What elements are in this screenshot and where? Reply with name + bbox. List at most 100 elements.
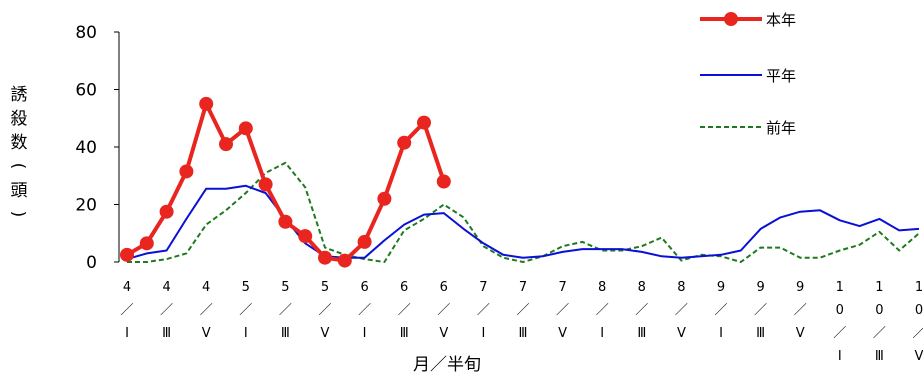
data-point (278, 214, 293, 229)
data-point (219, 137, 233, 152)
x-tick-label: 1 (915, 280, 923, 295)
x-tick-label: 4 (123, 280, 131, 295)
x-tick-label: ／ (873, 326, 886, 341)
x-tick-label: 4 (162, 280, 170, 295)
x-tick-label: ／ (556, 303, 569, 318)
x-tick-label: ／ (358, 303, 371, 318)
data-point (120, 247, 134, 262)
y-tick-label: 60 (75, 81, 97, 101)
y-tick-label: 20 (75, 196, 97, 216)
x-tick-label: ／ (754, 303, 767, 318)
x-tick-label: Ⅰ (719, 326, 723, 341)
series-line-2 (126, 184, 920, 261)
y-axis-title-char: 頭 (11, 181, 28, 201)
x-tick-label: ／ (635, 303, 648, 318)
axis-titles: 月／半旬 (413, 355, 481, 375)
legend-label: 平年 (766, 67, 796, 85)
x-tick-label: ／ (279, 303, 292, 318)
x-tick-label: 7 (479, 280, 487, 295)
y-axis-title-char: 数 (11, 133, 28, 153)
x-tick-label: 5 (281, 280, 289, 295)
x-tick-label: ／ (794, 303, 807, 318)
legend-label: 前年 (766, 119, 796, 137)
x-tick-label: ／ (437, 303, 450, 318)
x-tick-label: Ⅰ (125, 326, 129, 341)
data-point (298, 229, 313, 244)
x-tick-label: Ⅴ (796, 326, 805, 341)
x-tick-label: Ⅴ (915, 349, 923, 364)
y-axis-title-char: 殺 (11, 109, 28, 129)
x-tick-label: ／ (516, 303, 529, 318)
x-tick-label: 5 (242, 280, 250, 295)
data-point (436, 174, 451, 189)
x-tick-label: Ⅲ (756, 326, 765, 341)
y-tick-label: 40 (75, 138, 97, 158)
x-tick-label: ／ (833, 326, 846, 341)
x-tick-label: Ⅰ (838, 349, 842, 364)
data-point (159, 204, 174, 219)
x-tick-label: ／ (120, 303, 133, 318)
series-layer (120, 96, 920, 268)
x-tick-label: 6 (400, 280, 408, 295)
x-tick-label: ／ (714, 303, 727, 318)
data-point (199, 96, 214, 111)
x-tick-label: ／ (160, 303, 173, 318)
y-axis-title-char: ) (8, 211, 28, 218)
x-tick-label: 0 (915, 303, 923, 318)
x-tick-label: Ⅴ (321, 326, 330, 341)
y-tick-label: 0 (86, 253, 97, 273)
x-tick-label: 6 (440, 280, 448, 295)
x-tick-label: 8 (638, 280, 646, 295)
legend-marker (724, 12, 738, 26)
data-point (357, 234, 372, 249)
x-tick-label: 1 (875, 280, 883, 295)
series-line-3 (127, 161, 920, 263)
data-point (179, 164, 194, 179)
x-tick-label: Ⅰ (481, 326, 485, 341)
x-tick-label: 9 (717, 280, 725, 295)
x-tick-label: Ⅰ (600, 326, 604, 341)
x-tick-label: Ⅴ (558, 326, 567, 341)
y-axis-title-char: 誘 (11, 85, 28, 105)
y-tick-label: 80 (75, 23, 97, 43)
x-tick-label: ／ (596, 303, 609, 318)
x-tick-label: 6 (360, 280, 368, 295)
data-point (417, 115, 431, 130)
x-tick-label: Ⅰ (363, 326, 367, 341)
x-tick-label: Ⅲ (162, 326, 171, 341)
x-tick-label: Ⅲ (281, 326, 290, 341)
x-tick-label: ／ (675, 303, 688, 318)
data-point (337, 253, 352, 268)
x-tick-label: Ⅲ (400, 326, 409, 341)
x-tick-label: ／ (200, 303, 213, 318)
x-tick-label: Ⅴ (439, 326, 448, 341)
x-tick-label: Ⅲ (875, 349, 884, 364)
x-tick-label: 8 (598, 280, 606, 295)
x-tick-label: 9 (756, 280, 764, 295)
x-tick-label: Ⅰ (244, 326, 248, 341)
x-axis-title: 月／半旬 (413, 355, 481, 375)
y-axis-title-char: ( (8, 163, 28, 170)
x-tick-label: 7 (558, 280, 566, 295)
x-tick-label: 8 (677, 280, 685, 295)
x-tick-label: ／ (239, 303, 252, 318)
x-tick-label: 1 (836, 280, 844, 295)
x-tick-label: ／ (912, 326, 923, 341)
data-point (258, 177, 273, 192)
axes: 0204060804／Ⅰ4／Ⅲ4／Ⅴ5／Ⅰ5／Ⅲ5／Ⅴ6／Ⅰ6／Ⅲ6／Ⅴ7／Ⅰ7… (8, 23, 923, 364)
x-tick-label: 0 (836, 303, 844, 318)
x-tick-label: ／ (477, 303, 490, 318)
x-tick-label: 9 (796, 280, 804, 295)
x-tick-label: Ⅴ (202, 326, 211, 341)
x-tick-label: 0 (875, 303, 883, 318)
x-tick-label: 7 (519, 280, 527, 295)
x-tick-label: Ⅲ (637, 326, 646, 341)
x-tick-label: 5 (321, 280, 329, 295)
x-tick-label: ／ (318, 303, 331, 318)
x-tick-label: 4 (202, 280, 210, 295)
data-point (318, 250, 332, 265)
x-tick-label: Ⅲ (519, 326, 528, 341)
x-tick-label: ／ (398, 303, 411, 318)
